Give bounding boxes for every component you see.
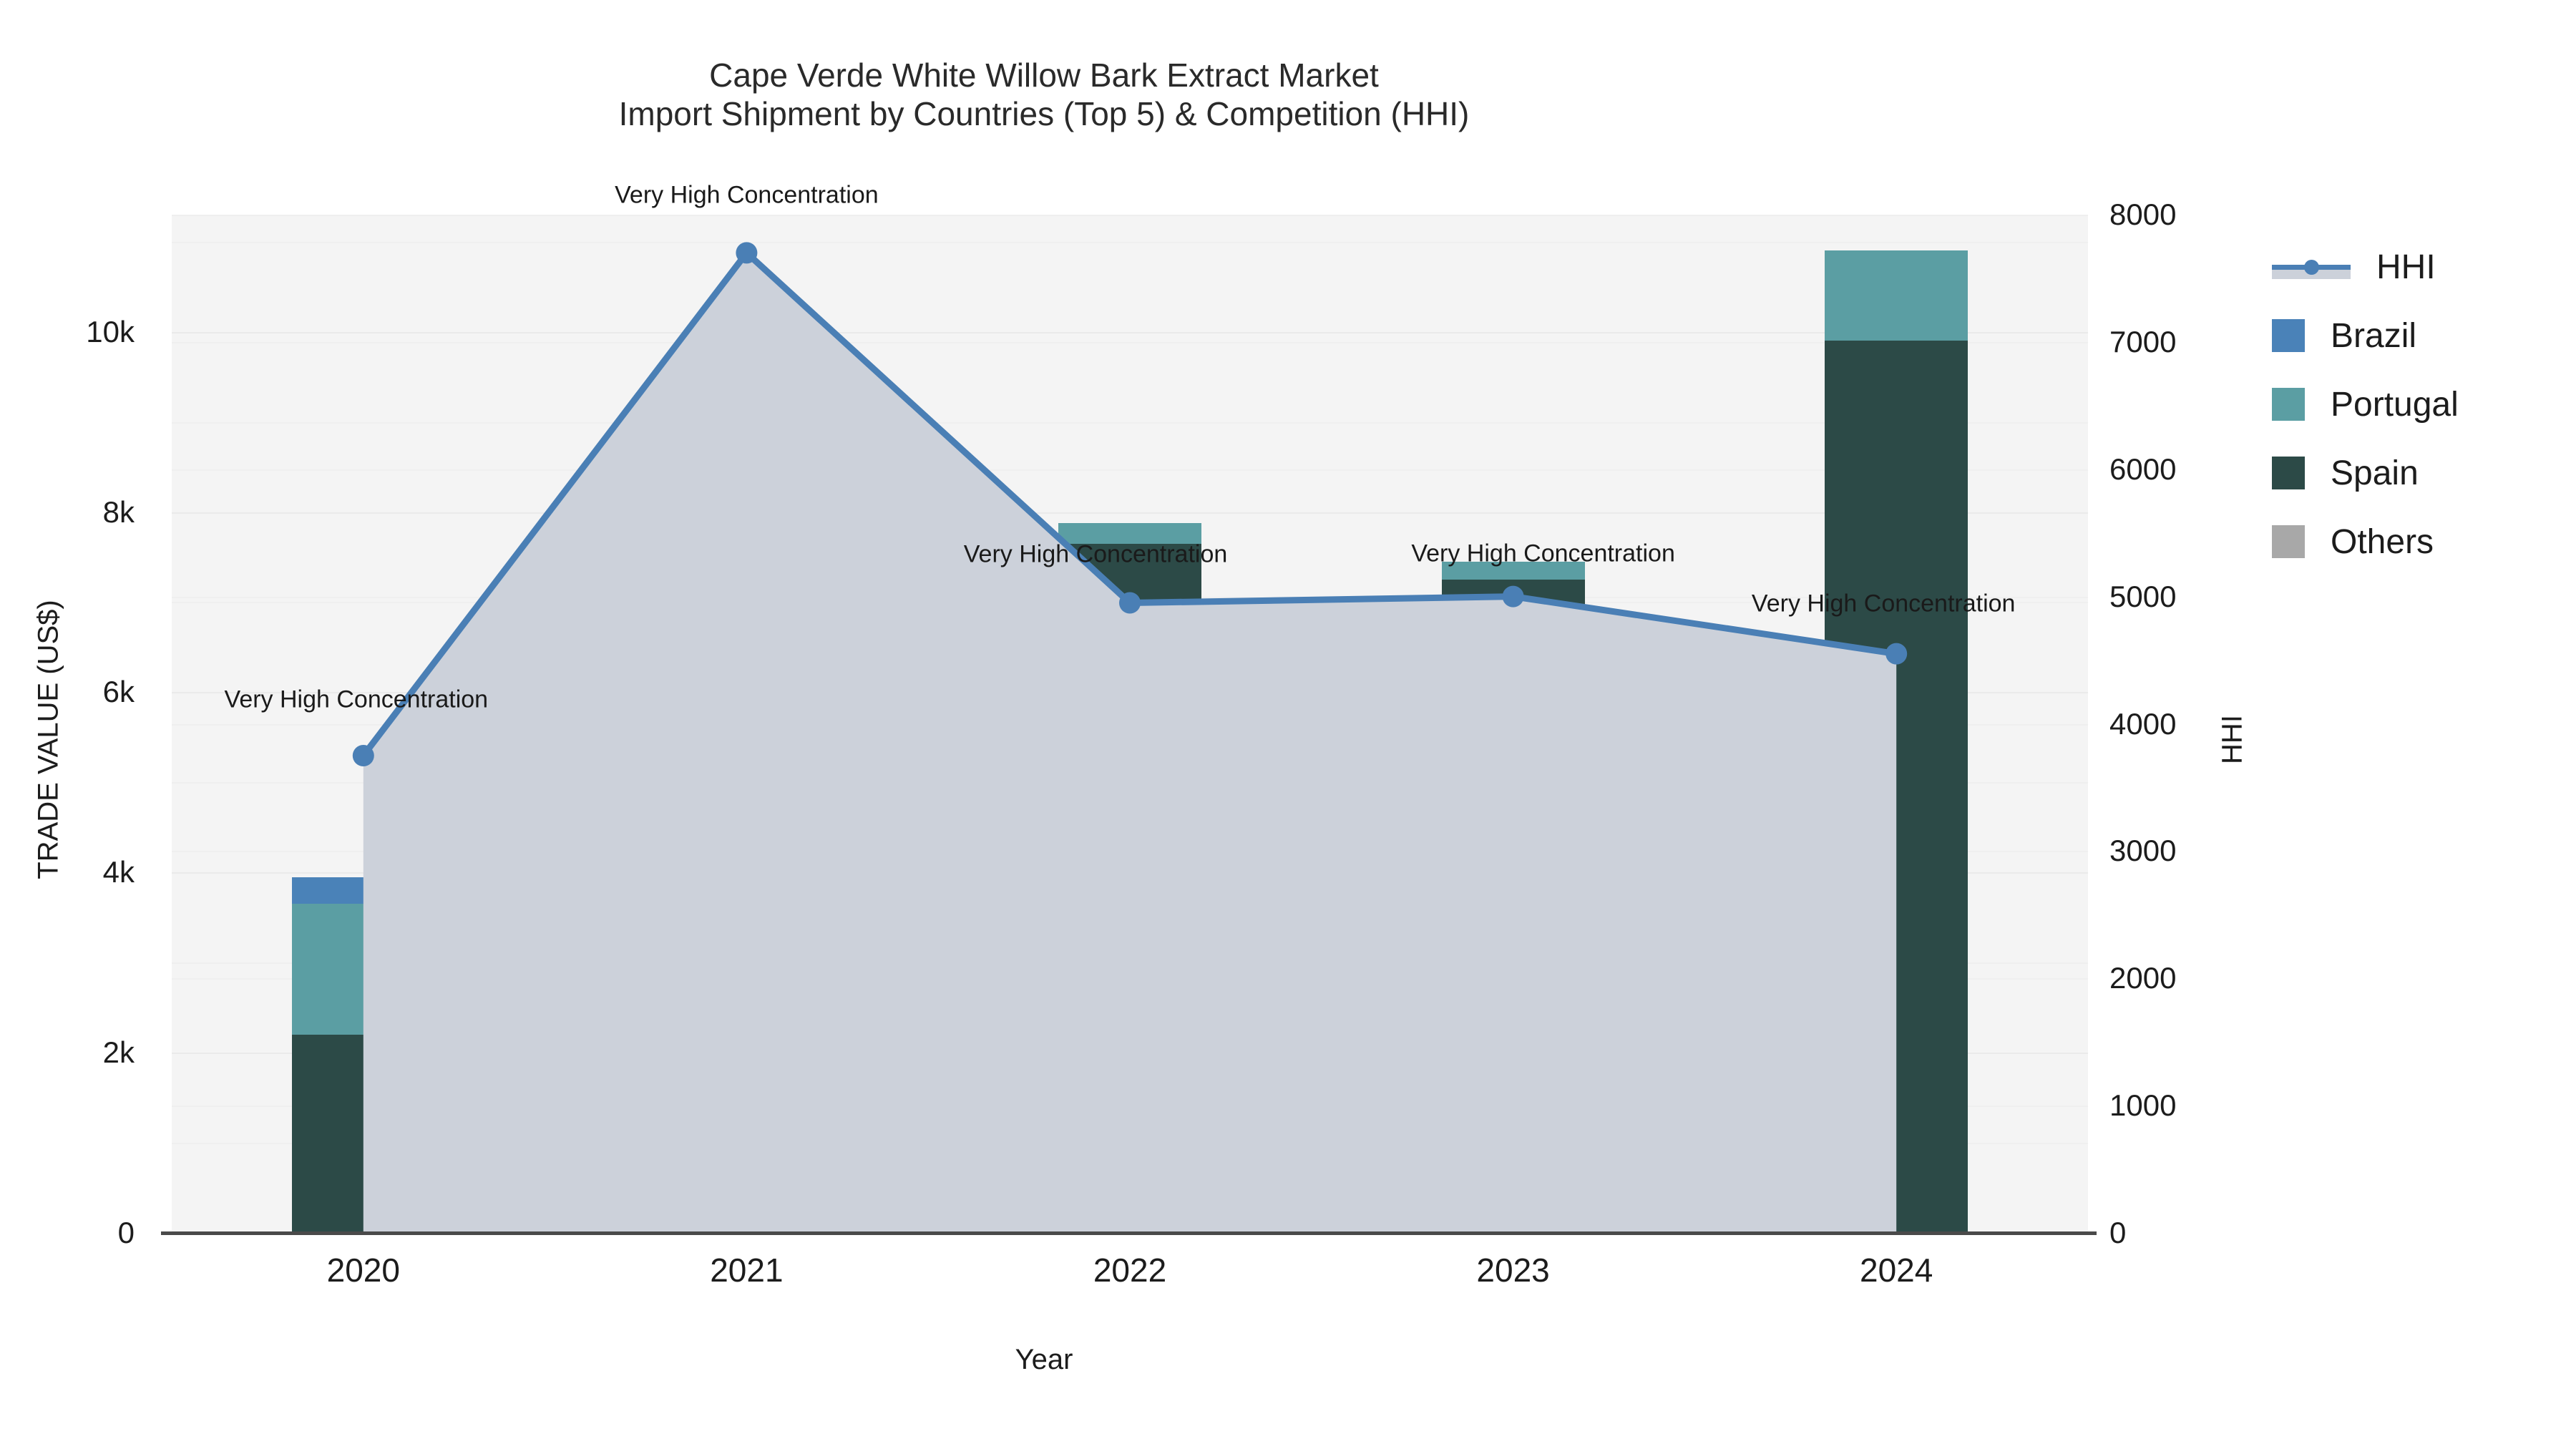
- legend: HHI Brazil Portugal Spain Others: [2272, 233, 2572, 576]
- chart-title: Cape Verde White Willow Bark Extract Mar…: [0, 56, 2088, 134]
- y-axis-left-tick-label: 2k: [102, 1035, 135, 1070]
- gridline: [172, 241, 2088, 243]
- y-axis-right-tick-label: 1000: [2109, 1088, 2177, 1123]
- concentration-annotation: Very High Concentration: [963, 540, 1228, 568]
- y-axis-right-tick-label: 4000: [2109, 706, 2177, 741]
- y-axis-left-tick-label: 4k: [102, 855, 135, 889]
- hhi-marker[interactable]: [1119, 592, 1141, 614]
- legend-item-brazil[interactable]: Brazil: [2272, 301, 2572, 370]
- y-axis-right-tick-label: 6000: [2109, 452, 2177, 486]
- gridline: [172, 512, 2088, 514]
- gridline: [172, 421, 2088, 424]
- x-axis-tick-label: 2020: [326, 1252, 400, 1289]
- hhi-area-fill: [363, 253, 1897, 1233]
- concentration-annotation: Very High Concentration: [1751, 590, 2016, 618]
- legend-label: Spain: [2331, 454, 2419, 492]
- hhi-marker[interactable]: [1885, 643, 1908, 665]
- chart-title-line-1: Cape Verde White Willow Bark Extract Mar…: [709, 57, 1379, 94]
- bar-segment-portugal[interactable]: [1825, 250, 1968, 341]
- hhi-marker[interactable]: [352, 744, 374, 766]
- y-axis-right-tick-label: 2000: [2109, 961, 2177, 995]
- x-axis-tick-label: 2022: [1093, 1252, 1167, 1289]
- y-axis-left-tick-label: 8k: [102, 494, 135, 529]
- bar-segment-portugal[interactable]: [1058, 522, 1201, 544]
- gridline: [172, 331, 2088, 333]
- chart-title-line-2: Import Shipment by Countries (Top 5) & C…: [618, 95, 1470, 133]
- concentration-annotation: Very High Concentration: [615, 181, 879, 209]
- concentration-annotation: Very High Concentration: [224, 686, 489, 713]
- x-axis-tick-label: 2021: [710, 1252, 784, 1289]
- hhi-marker[interactable]: [736, 242, 758, 264]
- hhi-marker[interactable]: [1502, 585, 1524, 608]
- x-axis-line: [161, 1231, 2097, 1235]
- hhi-overlay: [352, 242, 1908, 1233]
- gridline-secondary: [172, 469, 2088, 471]
- legend-item-hhi[interactable]: HHI: [2272, 233, 2572, 301]
- legend-item-others[interactable]: Others: [2272, 507, 2572, 576]
- legend-label: HHI: [2376, 248, 2436, 286]
- legend-line-marker-icon: [2272, 250, 2351, 283]
- y-axis-left-tick-label: 0: [117, 1216, 135, 1249]
- legend-swatch-icon: [2272, 319, 2305, 352]
- y-axis-left-tick-label: 6k: [102, 675, 135, 709]
- gridline-secondary: [172, 215, 2088, 216]
- y-axis-right-tick-label: 8000: [2109, 197, 2177, 231]
- legend-label: Brazil: [2331, 316, 2417, 355]
- y-axis-right-tick-label: 5000: [2109, 579, 2177, 613]
- legend-dot-icon: [2304, 260, 2319, 275]
- y-axis-right-title: HHI: [2216, 715, 2248, 764]
- legend-swatch-icon: [2272, 388, 2305, 421]
- legend-label: Others: [2331, 522, 2434, 561]
- legend-item-spain[interactable]: Spain: [2272, 439, 2572, 507]
- bar-segment-portugal[interactable]: [1441, 561, 1585, 580]
- x-axis-title: Year: [1015, 1344, 1073, 1375]
- legend-label: Portugal: [2331, 385, 2459, 424]
- y-axis-left-tick-label: 10k: [86, 314, 135, 348]
- y-axis-right-tick-label: 7000: [2109, 324, 2177, 358]
- x-axis-tick-label: 2024: [1860, 1252, 1933, 1289]
- concentration-annotation: Very High Concentration: [1411, 540, 1675, 567]
- legend-swatch-icon: [2272, 457, 2305, 489]
- hhi-markers: [352, 242, 1908, 766]
- x-axis-tick-label: 2023: [1476, 1252, 1550, 1289]
- y-axis-right-tick-label: 3000: [2109, 834, 2177, 868]
- y-axis-left-title: TRADE VALUE (US$): [32, 600, 64, 879]
- legend-item-portugal[interactable]: Portugal: [2272, 370, 2572, 439]
- y-axis-right-tick-label: 0: [2109, 1216, 2127, 1249]
- plot-area: [172, 215, 2088, 1233]
- legend-swatch-icon: [2272, 525, 2305, 558]
- gridline-secondary: [172, 341, 2088, 343]
